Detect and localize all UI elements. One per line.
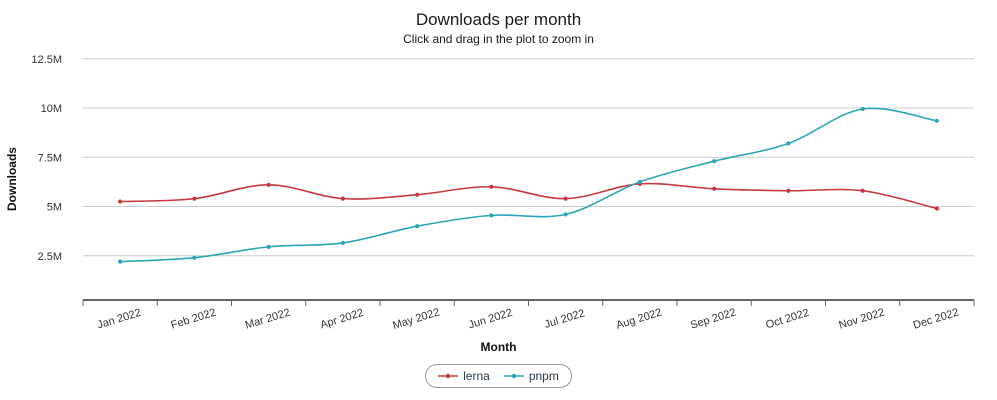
x-tick-label: Dec 2022 bbox=[912, 307, 961, 332]
legend-item-pnpm[interactable]: pnpm bbox=[503, 369, 559, 383]
x-axis-title: Month bbox=[480, 340, 517, 354]
series-marker-lerna bbox=[192, 196, 197, 201]
series-marker-pnpm bbox=[786, 141, 791, 146]
series-marker-pnpm bbox=[860, 106, 865, 112]
legend-label-pnpm: pnpm bbox=[528, 369, 559, 383]
x-tick-label: Aug 2022 bbox=[615, 307, 664, 332]
series-line-lerna bbox=[120, 182, 938, 210]
x-tick-label: Oct 2022 bbox=[764, 307, 810, 332]
x-tick-label: Sep 2022 bbox=[689, 307, 738, 332]
series-marker-lerna bbox=[489, 184, 494, 189]
legend: lerna pnpm bbox=[0, 364, 997, 388]
series-marker-pnpm bbox=[192, 255, 197, 260]
series-marker-lerna bbox=[340, 196, 345, 201]
series-marker-lerna bbox=[860, 188, 865, 193]
x-tick-label: Jun 2022 bbox=[467, 307, 514, 332]
series-line-pnpm bbox=[120, 107, 938, 263]
series-marker-pnpm bbox=[637, 179, 642, 184]
series-marker-pnpm bbox=[563, 212, 568, 217]
series-marker-pnpm bbox=[712, 159, 717, 164]
y-tick-label: 2.5M bbox=[38, 251, 62, 263]
series-marker-lerna bbox=[934, 206, 939, 211]
series-marker-pnpm bbox=[934, 118, 939, 123]
series-marker-pnpm bbox=[266, 244, 271, 249]
series-marker-pnpm bbox=[118, 259, 123, 264]
series-marker-pnpm bbox=[340, 240, 345, 246]
y-tick-label: 5M bbox=[47, 202, 62, 214]
legend-marker-pnpm bbox=[503, 373, 524, 379]
legend-box: lerna pnpm bbox=[425, 364, 572, 388]
series-marker-lerna bbox=[712, 186, 717, 191]
legend-label-lerna: lerna bbox=[463, 369, 490, 383]
chart-subtitle: Click and drag in the plot to zoom in bbox=[403, 32, 594, 46]
series-marker-pnpm bbox=[415, 224, 420, 229]
legend-marker-lerna bbox=[438, 373, 459, 379]
series-marker-lerna bbox=[563, 196, 568, 201]
series-marker-pnpm bbox=[489, 213, 494, 218]
x-tick-label: May 2022 bbox=[391, 306, 441, 332]
series-marker-lerna bbox=[786, 188, 791, 193]
series-marker-lerna bbox=[266, 182, 271, 187]
y-tick-label: 12.5M bbox=[31, 54, 62, 66]
y-tick-label: 7.5M bbox=[38, 152, 62, 164]
x-tick-label: Feb 2022 bbox=[170, 307, 218, 332]
legend-item-lerna[interactable]: lerna bbox=[438, 369, 490, 383]
x-tick-label: Nov 2022 bbox=[837, 307, 886, 332]
x-tick-label: Mar 2022 bbox=[244, 307, 292, 332]
x-tick-label: Jul 2022 bbox=[543, 307, 586, 331]
chart-title: Downloads per month bbox=[415, 10, 582, 29]
y-tick-label: 10M bbox=[41, 103, 62, 115]
series-marker-lerna bbox=[118, 199, 123, 204]
series-marker-lerna bbox=[415, 192, 420, 197]
x-tick-label: Apr 2022 bbox=[319, 307, 365, 332]
x-tick-label: Jan 2022 bbox=[96, 307, 143, 332]
